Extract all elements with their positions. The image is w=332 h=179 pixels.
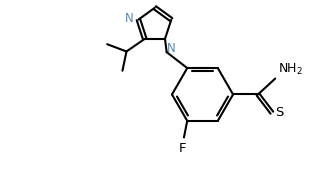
Text: F: F (179, 142, 186, 155)
Text: N: N (167, 42, 176, 55)
Text: N: N (125, 12, 134, 25)
Text: S: S (275, 106, 284, 119)
Text: NH$_2$: NH$_2$ (278, 62, 303, 77)
